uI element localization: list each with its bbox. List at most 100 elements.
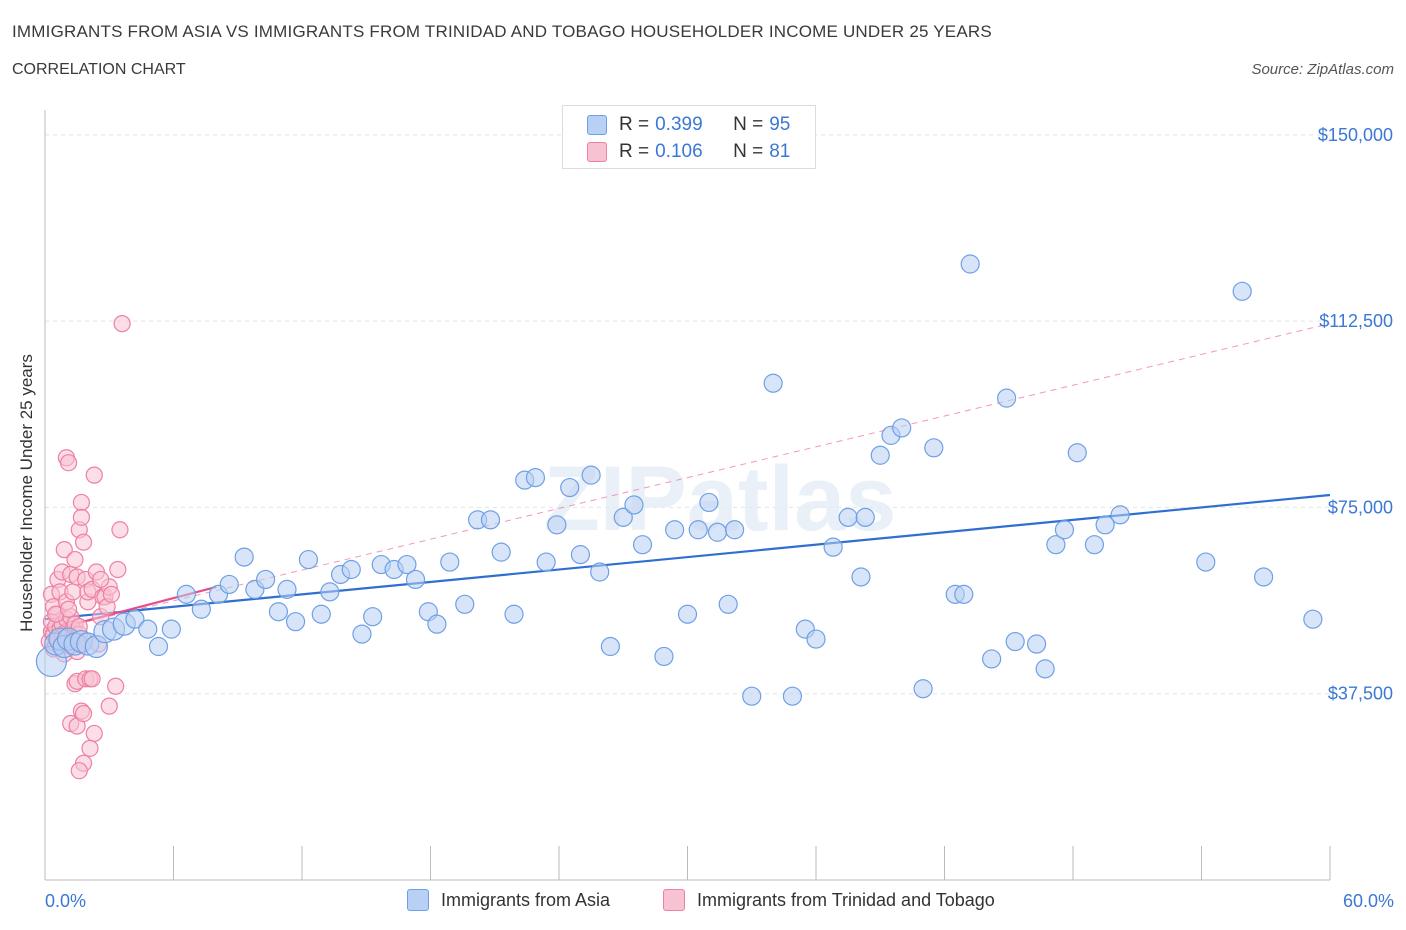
data-point-asia bbox=[1054, 520, 1075, 540]
data-point-asia bbox=[581, 465, 601, 485]
data-point-asia bbox=[855, 507, 875, 527]
data-point-asia bbox=[624, 495, 644, 515]
data-point-asia bbox=[363, 607, 383, 627]
bottom-legend-label-trinidad: Immigrants from Trinidad and Tobago bbox=[697, 889, 995, 910]
data-point-asia bbox=[397, 554, 417, 575]
legend-n-value: 81 bbox=[769, 141, 791, 162]
data-point-asia bbox=[870, 445, 890, 465]
chart-subtitle: CORRELATION CHART bbox=[12, 61, 186, 78]
data-point-asia bbox=[1005, 631, 1025, 652]
data-point-trinidad bbox=[85, 724, 103, 743]
bottom-legend-trinidad: Immigrants from Trinidad and Tobago bbox=[663, 889, 995, 911]
data-point-asia bbox=[1110, 505, 1130, 525]
data-point-asia bbox=[491, 542, 511, 562]
data-point-asia bbox=[677, 604, 698, 624]
data-point-asia bbox=[234, 547, 254, 567]
data-point-asia bbox=[913, 679, 933, 699]
data-point-asia bbox=[1026, 634, 1047, 654]
data-point-trinidad bbox=[74, 533, 93, 551]
data-point-asia bbox=[427, 614, 447, 634]
data-point-asia bbox=[504, 604, 524, 624]
data-point-asia bbox=[892, 418, 912, 438]
legend-row-trinidad: R = 0.106 N = 81 bbox=[587, 140, 790, 164]
x-tick-label-min: 0.0% bbox=[45, 891, 87, 911]
y-axis-label: Householder Income Under 25 years bbox=[17, 354, 36, 632]
data-point-asia bbox=[125, 609, 145, 629]
points-trinidad bbox=[40, 315, 131, 780]
legend-row-asia: R = 0.399 N = 95 bbox=[587, 113, 790, 137]
data-point-asia bbox=[718, 594, 738, 614]
data-point-asia bbox=[654, 646, 674, 667]
data-point-asia bbox=[440, 552, 460, 572]
legend-r-value: 0.106 bbox=[655, 141, 703, 162]
data-point-trinidad bbox=[72, 493, 91, 512]
source-label: Source: ZipAtlas.com bbox=[1251, 61, 1394, 78]
legend-r-label: R = bbox=[619, 141, 650, 162]
data-point-trinidad bbox=[100, 697, 118, 715]
data-point-asia bbox=[161, 619, 181, 639]
points-asia bbox=[35, 254, 1323, 706]
data-point-asia bbox=[924, 438, 944, 458]
data-point-asia bbox=[838, 507, 858, 527]
data-point-asia bbox=[311, 604, 331, 624]
data-point-trinidad bbox=[74, 704, 93, 723]
data-point-trinidad bbox=[85, 466, 103, 484]
data-point-asia bbox=[570, 545, 591, 565]
data-point-trinidad bbox=[64, 583, 82, 601]
data-point-asia bbox=[1067, 443, 1087, 463]
data-point-asia bbox=[1232, 281, 1252, 301]
data-point-trinidad bbox=[107, 677, 125, 695]
data-point-asia bbox=[277, 579, 297, 599]
legend-swatch-asia bbox=[587, 115, 607, 135]
data-point-trinidad bbox=[55, 541, 73, 559]
bottom-legend-asia: Immigrants from Asia bbox=[407, 889, 610, 911]
chart-title: IMMIGRANTS FROM ASIA VS IMMIGRANTS FROM … bbox=[12, 22, 992, 41]
data-point-asia bbox=[405, 569, 426, 590]
data-point-trinidad bbox=[59, 600, 78, 618]
data-point-asia bbox=[536, 552, 556, 572]
legend-swatch-trinidad bbox=[587, 142, 607, 162]
data-point-asia bbox=[352, 624, 372, 644]
bottom-legend-swatch-asia bbox=[407, 889, 429, 911]
data-point-asia bbox=[1095, 515, 1115, 535]
data-point-asia bbox=[590, 562, 610, 582]
data-point-asia bbox=[219, 574, 239, 595]
data-point-asia bbox=[782, 686, 803, 706]
y-tick-label: $75,000 bbox=[1328, 497, 1393, 517]
data-point-asia bbox=[806, 629, 826, 649]
data-point-asia bbox=[320, 582, 340, 602]
data-point-asia bbox=[665, 520, 685, 540]
data-point-trinidad bbox=[83, 670, 101, 688]
y-tick-label: $112,500 bbox=[1319, 311, 1393, 331]
data-point-asia bbox=[725, 520, 745, 540]
y-tick-label: $37,500 bbox=[1328, 684, 1393, 704]
y-tick-labels: $37,500 $75,000 $112,500 $150,000 bbox=[1318, 125, 1393, 704]
data-point-trinidad bbox=[81, 739, 99, 757]
legend-n-label: N = bbox=[733, 141, 764, 162]
data-point-trinidad bbox=[102, 585, 120, 603]
data-point-asia bbox=[632, 535, 653, 555]
data-point-asia bbox=[455, 594, 475, 614]
data-point-asia bbox=[560, 477, 580, 498]
data-point-asia bbox=[823, 537, 843, 557]
data-point-asia bbox=[613, 507, 633, 527]
data-point-asia bbox=[191, 599, 211, 619]
data-point-asia bbox=[1196, 552, 1216, 572]
data-point-asia bbox=[285, 612, 306, 632]
data-point-asia bbox=[742, 686, 762, 706]
data-point-asia bbox=[255, 569, 276, 590]
data-point-trinidad bbox=[111, 521, 129, 539]
data-point-asia bbox=[688, 520, 708, 540]
data-point-trinidad bbox=[59, 454, 78, 472]
data-point-trinidad bbox=[66, 550, 84, 569]
data-point-asia bbox=[1303, 609, 1323, 629]
data-point-trinidad bbox=[92, 570, 110, 589]
data-point-asia bbox=[525, 468, 546, 488]
data-point-asia bbox=[600, 636, 621, 657]
data-point-trinidad bbox=[109, 560, 127, 579]
data-point-trinidad bbox=[113, 315, 131, 333]
bottom-legend-label-asia: Immigrants from Asia bbox=[441, 889, 611, 910]
legend-r-value: 0.399 bbox=[655, 114, 703, 135]
legend-r-label: R = bbox=[619, 114, 650, 135]
